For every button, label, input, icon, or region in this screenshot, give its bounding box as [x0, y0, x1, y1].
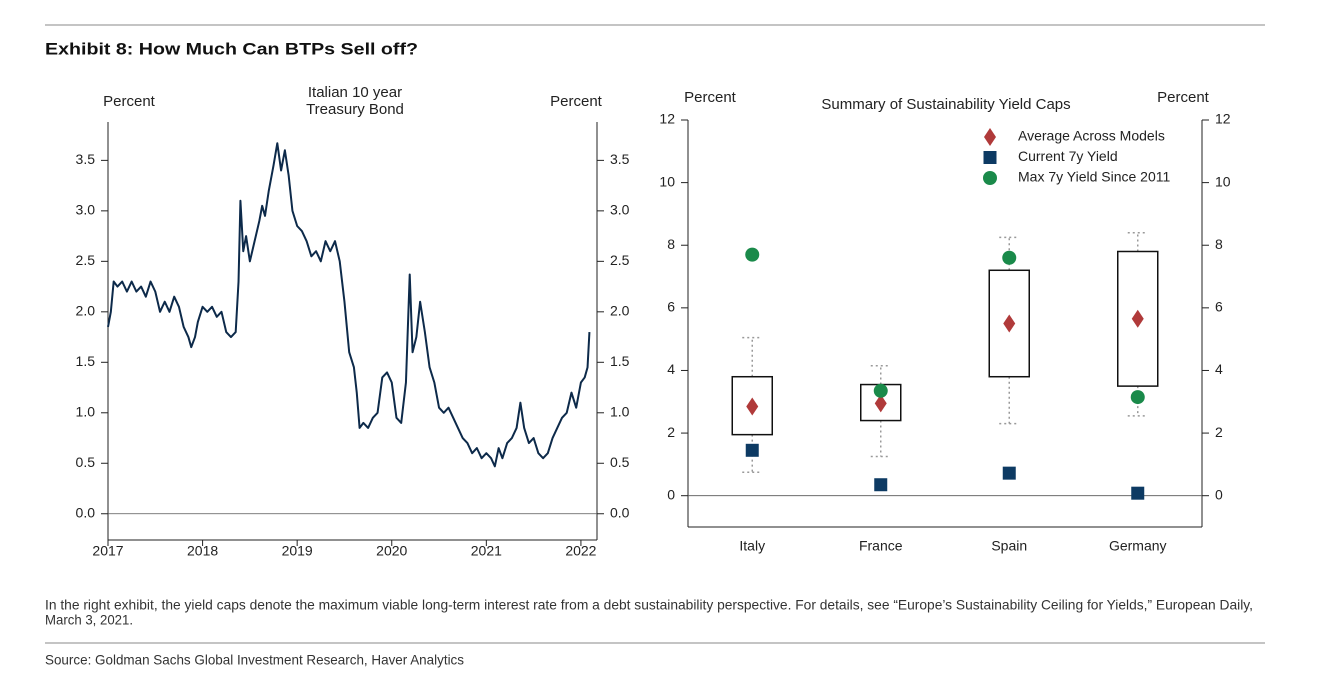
- footnote: In the right exhibit, the yield caps den…: [45, 597, 1253, 613]
- y2-tick-label: 8: [1215, 236, 1223, 252]
- y-tick-label: 2: [667, 424, 675, 440]
- y-axis-label: Percent: [684, 89, 737, 106]
- chart-title: Summary of Sustainability Yield Caps: [821, 96, 1070, 113]
- legend-label: Average Across Models: [1018, 128, 1165, 144]
- y-tick-label: 10: [659, 173, 675, 189]
- y2-tick-label: 2.5: [610, 252, 630, 268]
- y-tick-label: 2.5: [76, 252, 96, 268]
- x-tick-label: Italy: [739, 538, 765, 554]
- y-tick-label: 0.0: [76, 504, 96, 520]
- y-tick-label: 6: [667, 299, 675, 315]
- legend-marker: [983, 151, 997, 164]
- y-axis-label: Percent: [103, 93, 156, 110]
- exhibit-title: Exhibit 8: How Much Can BTPs Sell off?: [45, 39, 418, 58]
- y2-tick-label: 0.0: [610, 504, 630, 520]
- y-tick-label: 3.5: [76, 151, 96, 167]
- marker-diamond: [874, 394, 887, 413]
- y2-tick-label: 4: [1215, 361, 1223, 377]
- marker-diamond: [746, 397, 759, 416]
- y-tick-label: 0.5: [76, 454, 96, 470]
- x-tick-label: 2021: [471, 543, 502, 559]
- y2-axis-label: Percent: [550, 93, 603, 110]
- y2-tick-label: 10: [1215, 173, 1231, 189]
- marker-circle: [1130, 390, 1145, 405]
- y2-tick-label: 3.0: [610, 202, 630, 218]
- y2-axis-label: Percent: [1157, 89, 1210, 106]
- x-tick-label: Germany: [1109, 538, 1167, 554]
- marker-square: [745, 443, 759, 457]
- y2-tick-label: 1.5: [610, 353, 630, 369]
- x-tick-label: France: [859, 538, 903, 554]
- legend-marker: [984, 128, 996, 146]
- y-tick-label: 1.5: [76, 353, 96, 369]
- y2-tick-label: 0.5: [610, 454, 630, 470]
- y2-tick-label: 2.0: [610, 303, 630, 319]
- y2-tick-label: 3.5: [610, 151, 630, 167]
- y-tick-label: 0: [667, 486, 675, 502]
- y-tick-label: 12: [659, 111, 675, 127]
- yield-line: [107, 142, 591, 468]
- legend-marker: [983, 171, 997, 185]
- chart-title: Treasury Bond: [306, 101, 404, 118]
- x-tick-label: 2022: [565, 543, 596, 559]
- marker-circle: [873, 383, 888, 398]
- y2-tick-label: 6: [1215, 299, 1223, 315]
- x-tick-label: Spain: [991, 538, 1027, 554]
- y2-tick-label: 1.0: [610, 403, 630, 419]
- chart-title: Italian 10 year: [308, 84, 402, 101]
- legend-label: Max 7y Yield Since 2011: [1018, 169, 1170, 185]
- marker-square: [1131, 486, 1145, 500]
- y-tick-label: 3.0: [76, 202, 96, 218]
- legend-label: Current 7y Yield: [1018, 148, 1118, 164]
- y2-tick-label: 12: [1215, 111, 1231, 127]
- marker-square: [874, 478, 888, 492]
- marker-diamond: [1131, 309, 1144, 328]
- y-tick-label: 4: [667, 361, 675, 377]
- x-tick-label: 2017: [92, 543, 123, 559]
- marker-circle: [1002, 250, 1017, 265]
- marker-square: [1002, 466, 1016, 480]
- y2-tick-label: 2: [1215, 424, 1223, 440]
- source: Source: Goldman Sachs Global Investment …: [45, 652, 464, 668]
- x-tick-label: 2019: [282, 543, 313, 559]
- y-tick-label: 2.0: [76, 303, 96, 319]
- marker-diamond: [1003, 314, 1016, 333]
- marker-circle: [745, 247, 760, 262]
- y-tick-label: 1.0: [76, 403, 96, 419]
- x-tick-label: 2020: [376, 543, 407, 559]
- y-tick-label: 8: [667, 236, 675, 252]
- y2-tick-label: 0: [1215, 486, 1223, 502]
- footnote: March 3, 2021.: [45, 612, 133, 628]
- x-tick-label: 2018: [187, 543, 218, 559]
